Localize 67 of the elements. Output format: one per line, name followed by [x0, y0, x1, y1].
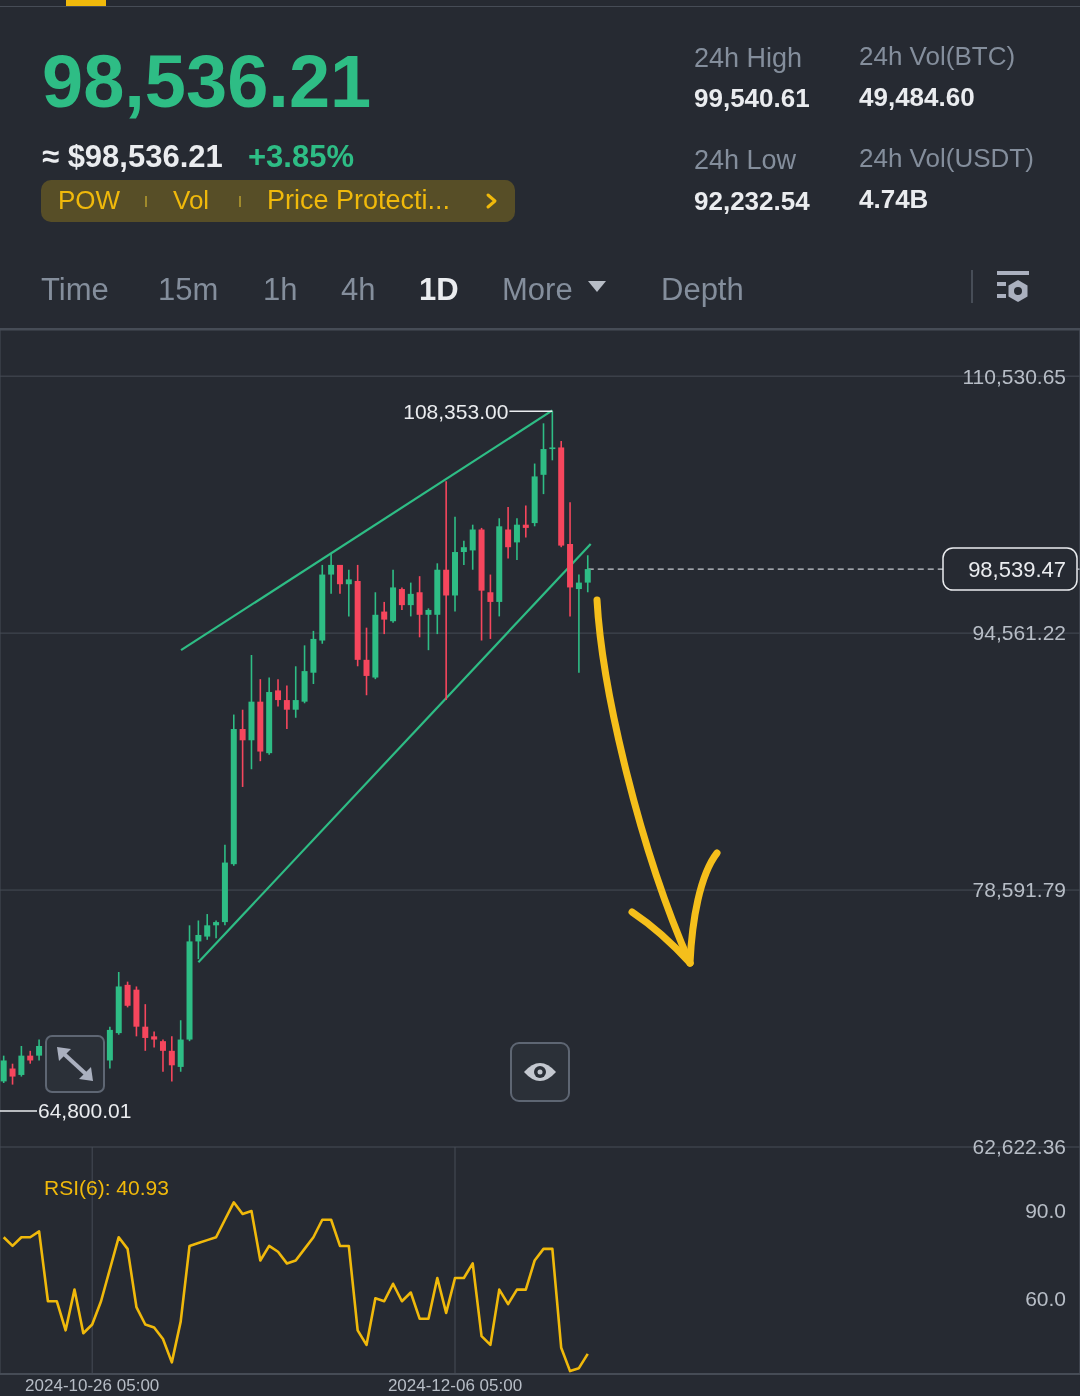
candlestick: [283, 684, 290, 730]
annotation: 108,353.00: [403, 399, 509, 423]
candlestick: [9, 1062, 16, 1086]
text: More: [502, 272, 573, 307]
candlestick: [142, 1003, 149, 1052]
candlestick: [204, 913, 211, 941]
y-tick-label: 78,591.79: [972, 878, 1066, 902]
candlestick: [0, 1054, 7, 1084]
y-tick-label: 110,530.65: [962, 364, 1066, 388]
y-tick-label: 62,622.36: [972, 1135, 1066, 1159]
candlestick: [460, 539, 467, 566]
text: Price Protecti...: [267, 185, 451, 215]
candlestick: [425, 607, 432, 651]
candlestick: [381, 601, 388, 635]
candlestick: [575, 573, 582, 674]
text: 92,232.54: [694, 186, 810, 216]
candlestick: [124, 980, 131, 1009]
candlestick: [168, 1035, 175, 1083]
text: 1D: [419, 272, 459, 307]
candlestick: [345, 568, 352, 618]
text: 24h Low: [694, 145, 797, 175]
candlestick: [18, 1045, 25, 1078]
candlestick: [213, 919, 220, 939]
candlestick: [239, 708, 246, 788]
y-tick-label: 90.0: [1025, 1199, 1066, 1223]
series-label: RSI(6): 40.93: [44, 1176, 169, 1199]
x-tick-label: 2024-12-06 05:00: [387, 1376, 523, 1395]
x-tick-label: 2024-10-26 05:00: [25, 1376, 160, 1395]
candlestick: [398, 586, 405, 611]
candlestick: [275, 678, 282, 708]
text: 99,540.61: [694, 83, 810, 113]
candlestick: [363, 626, 370, 697]
candlestick: [336, 564, 343, 595]
text: 49,484.60: [859, 82, 975, 112]
y-tick-label: 94,561.22: [972, 621, 1066, 645]
text: 24h Vol(USDT): [859, 143, 1034, 173]
candlestick: [416, 575, 423, 639]
text: 24h Vol(BTC): [859, 41, 1016, 71]
text: POW: [58, 185, 121, 215]
annotation: 64,800.01: [38, 1099, 132, 1123]
text: 98,536.21: [42, 40, 372, 123]
candlestick: [36, 1038, 43, 1062]
candlestick: [469, 523, 476, 571]
candlestick: [584, 554, 591, 594]
candlestick: [407, 581, 414, 618]
candlestick: [151, 1030, 158, 1049]
candlestick: [328, 552, 335, 595]
text: 4.74B: [859, 184, 929, 214]
text: Time: [41, 272, 109, 307]
text: ≈ $98,536.21: [42, 139, 223, 174]
text: 1h: [263, 272, 298, 307]
candlestick: [522, 504, 529, 539]
candlestick: [487, 573, 494, 640]
candlestick: [159, 1038, 166, 1073]
candlestick: [505, 506, 512, 560]
text: 24h High: [694, 43, 803, 73]
text: Vol: [173, 185, 210, 215]
candlestick: [443, 480, 450, 701]
text: 4h: [341, 272, 376, 307]
y-tick-label: 60.0: [1025, 1286, 1066, 1310]
candlestick: [513, 517, 520, 561]
text: +3.85%: [248, 139, 355, 174]
candlestick: [292, 665, 299, 719]
text: Depth: [661, 272, 744, 307]
line-series: [2, 1201, 590, 1373]
text: 15m: [158, 272, 219, 307]
ref-line-label: 98,539.47: [968, 556, 1066, 582]
